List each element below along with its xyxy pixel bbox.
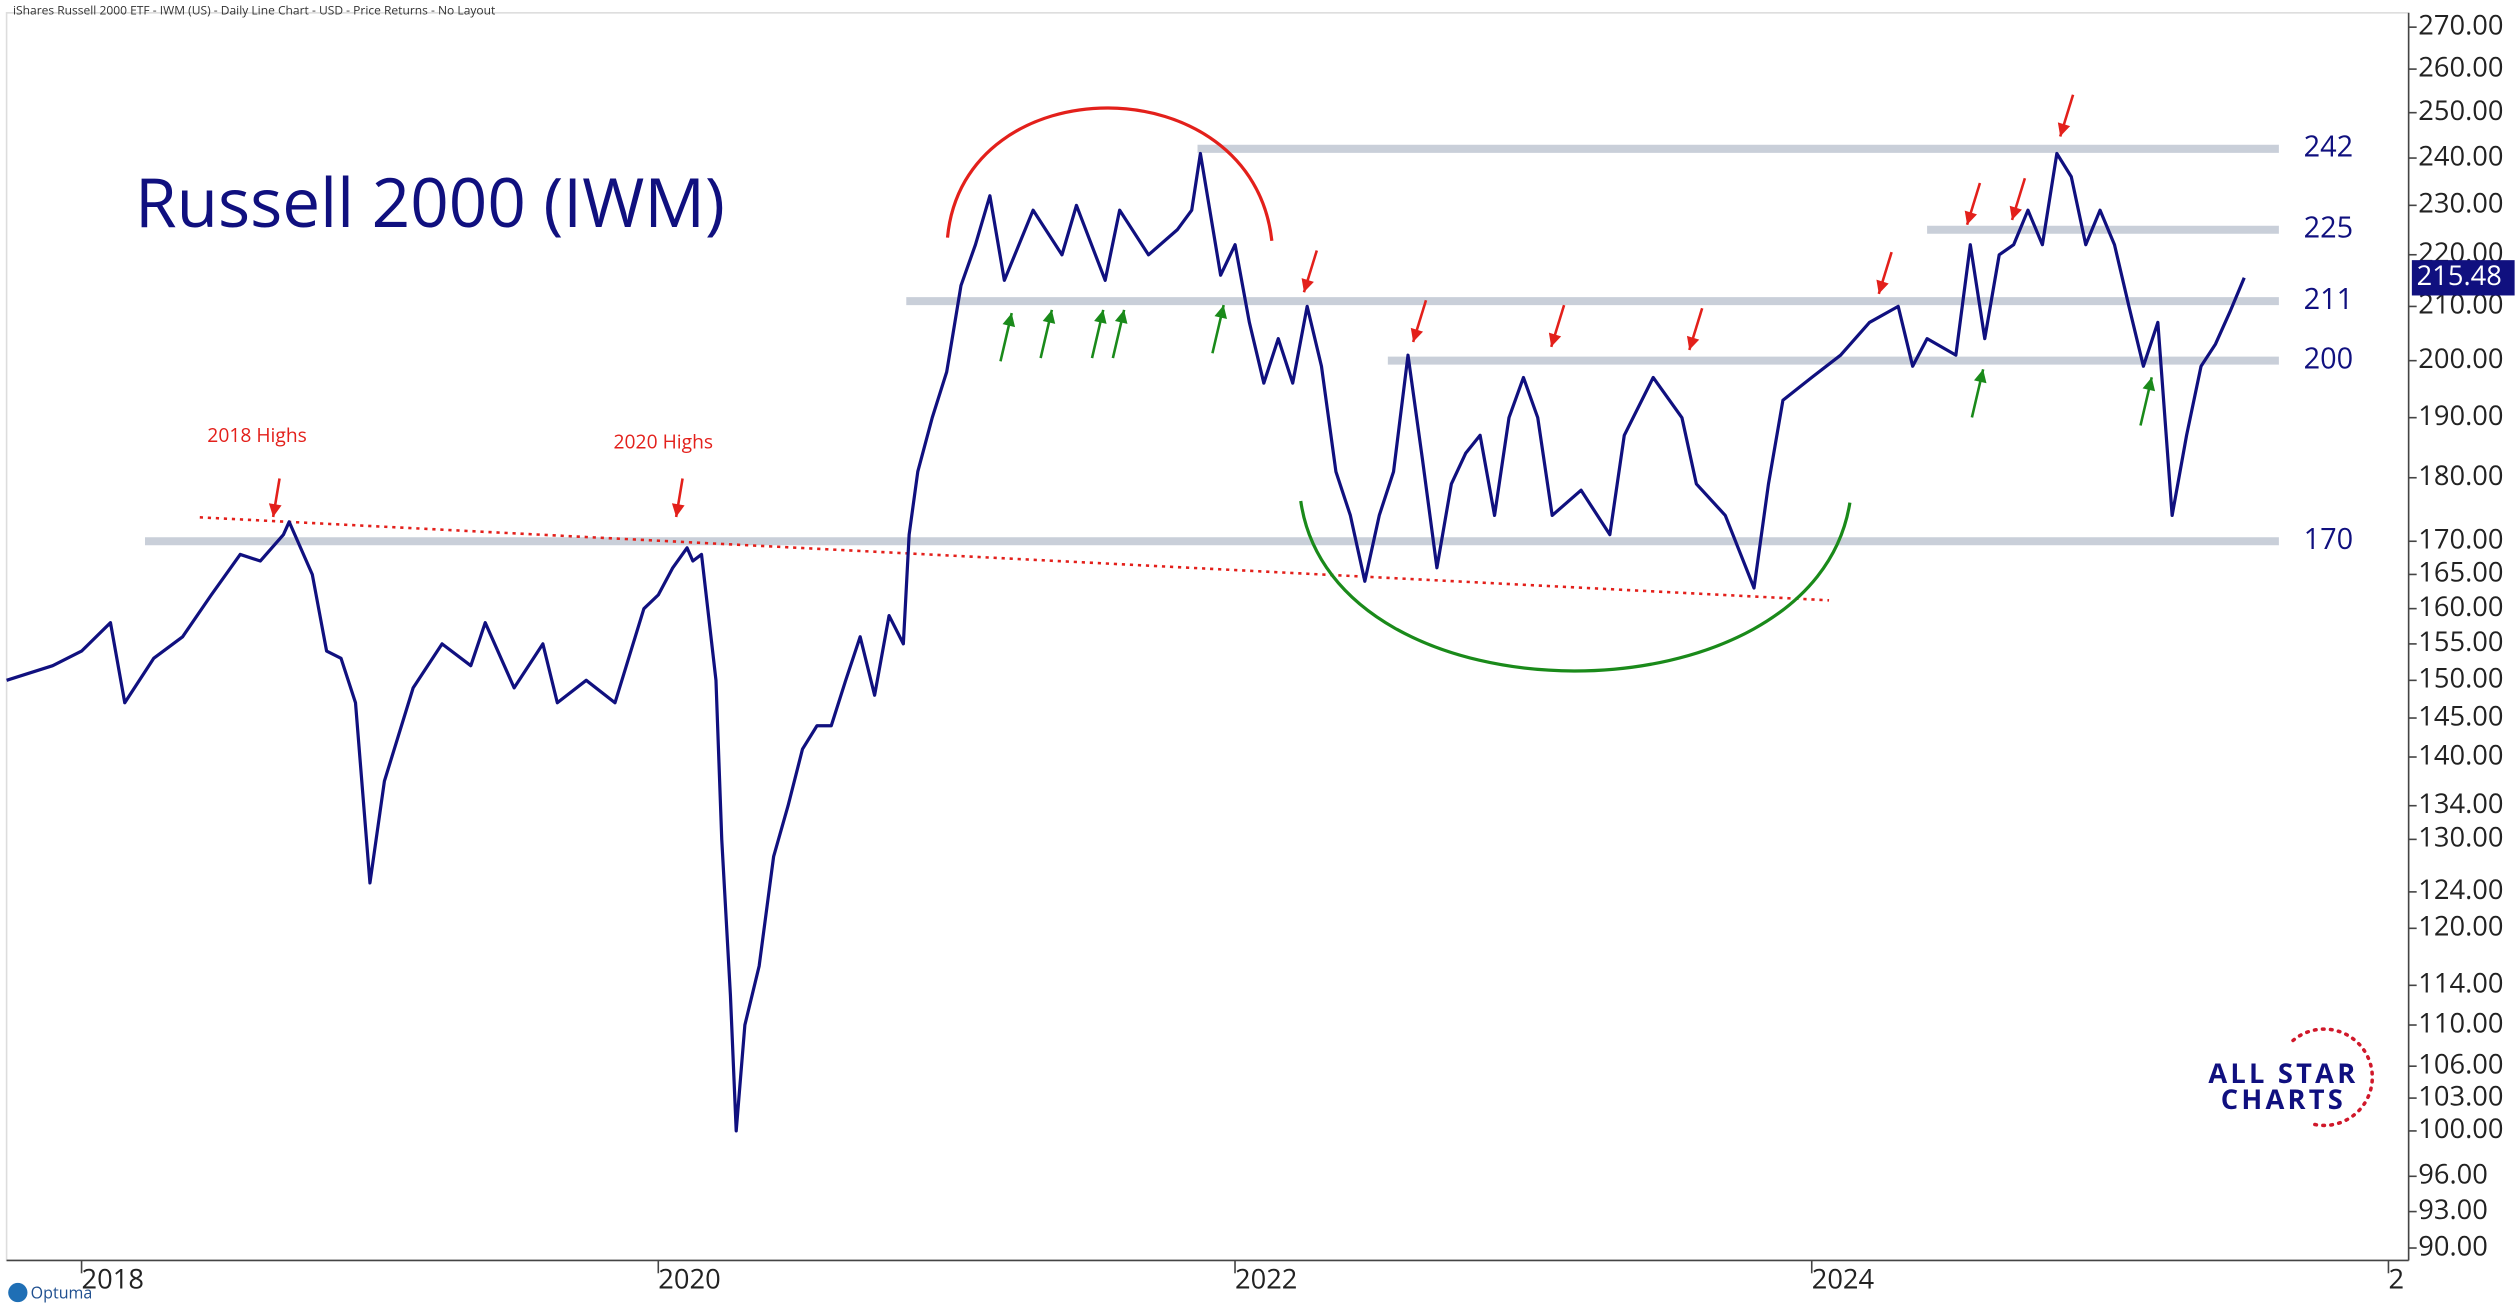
level-label: 200 bbox=[2304, 338, 2354, 377]
logo-line: CHARTS bbox=[2221, 1080, 2346, 1117]
chart-header: iShares Russell 2000 ETF - IWM (US) - Da… bbox=[13, 1, 496, 18]
y-tick-label: 90.00 bbox=[2418, 1226, 2488, 1263]
arrow-head bbox=[1686, 335, 1700, 351]
y-tick-label: 140.00 bbox=[2418, 735, 2503, 772]
arrow-head bbox=[1410, 327, 1424, 343]
arrow-head bbox=[671, 503, 685, 518]
arrow-head bbox=[1042, 309, 1056, 324]
y-tick-label: 130.00 bbox=[2418, 818, 2503, 855]
y-tick-label: 155.00 bbox=[2418, 622, 2503, 659]
chart-title: Russell 2000 (IWM) bbox=[135, 155, 725, 247]
arrow-head bbox=[2009, 205, 2022, 220]
source-label: Optuma bbox=[31, 1281, 93, 1303]
y-tick-label: 230.00 bbox=[2418, 184, 2503, 221]
x-tick-label: 2022 bbox=[1235, 1260, 1297, 1297]
trendline bbox=[199, 516, 1830, 602]
y-tick-label: 100.00 bbox=[2418, 1109, 2503, 1146]
logo-stars bbox=[2291, 1027, 2374, 1128]
y-tick-label: 270.00 bbox=[2418, 5, 2503, 42]
last-value-box bbox=[2411, 260, 2515, 296]
arrow-head bbox=[1002, 313, 1016, 328]
level-label: 170 bbox=[2304, 519, 2354, 558]
arrow-head bbox=[2057, 122, 2071, 137]
top-arc bbox=[945, 106, 1274, 242]
y-tick-label: 170.00 bbox=[2418, 520, 2503, 557]
x-tick-label: 2020 bbox=[658, 1260, 720, 1297]
x-tick-label: 2018 bbox=[82, 1260, 144, 1297]
y-tick-label: 200.00 bbox=[2418, 339, 2503, 376]
logo-line: ALL STAR bbox=[2208, 1054, 2358, 1091]
y-tick-label: 145.00 bbox=[2418, 696, 2503, 733]
arrow-head bbox=[1114, 309, 1128, 324]
arrow-head bbox=[1301, 278, 1314, 293]
y-tick-label: 250.00 bbox=[2418, 91, 2503, 128]
y-tick-label: 260.00 bbox=[2418, 47, 2503, 84]
arrow-head bbox=[1214, 305, 1228, 320]
annotation: 2020 Highs bbox=[614, 427, 714, 454]
x-tick-label: 2 bbox=[2388, 1260, 2404, 1297]
y-tick-label: 124.00 bbox=[2418, 870, 2503, 907]
arrow-head bbox=[1964, 210, 1978, 225]
y-tick-label: 103.00 bbox=[2418, 1076, 2503, 1113]
y-tick-label: 96.00 bbox=[2418, 1155, 2488, 1192]
level-label: 211 bbox=[2304, 279, 2354, 318]
y-tick-label: 150.00 bbox=[2418, 659, 2503, 696]
y-tick-label: 110.00 bbox=[2418, 1003, 2503, 1040]
y-tick-label: 120.00 bbox=[2418, 907, 2503, 944]
annotation: 2018 Highs bbox=[207, 421, 307, 448]
y-tick-label: 165.00 bbox=[2418, 553, 2503, 590]
y-tick-label: 180.00 bbox=[2418, 456, 2503, 493]
price-line bbox=[6, 151, 2246, 1133]
source-icon bbox=[8, 1282, 28, 1303]
arrow-head bbox=[1876, 279, 1889, 294]
arrow-head bbox=[1094, 309, 1107, 324]
level-label: 242 bbox=[2304, 127, 2354, 166]
y-tick-label: 93.00 bbox=[2418, 1190, 2488, 1227]
base-arc bbox=[1299, 500, 1852, 673]
y-tick-label: 190.00 bbox=[2418, 396, 2503, 433]
arrow-head bbox=[1548, 332, 1562, 347]
y-tick-label: 114.00 bbox=[2418, 964, 2503, 1001]
y-tick-label: 134.00 bbox=[2418, 784, 2503, 821]
y-tick-label: 160.00 bbox=[2418, 587, 2503, 624]
last-value-label: 215.48 bbox=[2417, 256, 2502, 293]
arrow-head bbox=[1973, 369, 1987, 384]
y-tick-label: 106.00 bbox=[2418, 1044, 2503, 1081]
y-tick-label: 240.00 bbox=[2418, 136, 2503, 173]
arrow-head bbox=[2142, 377, 2156, 392]
x-tick-label: 2024 bbox=[1812, 1260, 1875, 1297]
level-label: 225 bbox=[2304, 208, 2354, 247]
